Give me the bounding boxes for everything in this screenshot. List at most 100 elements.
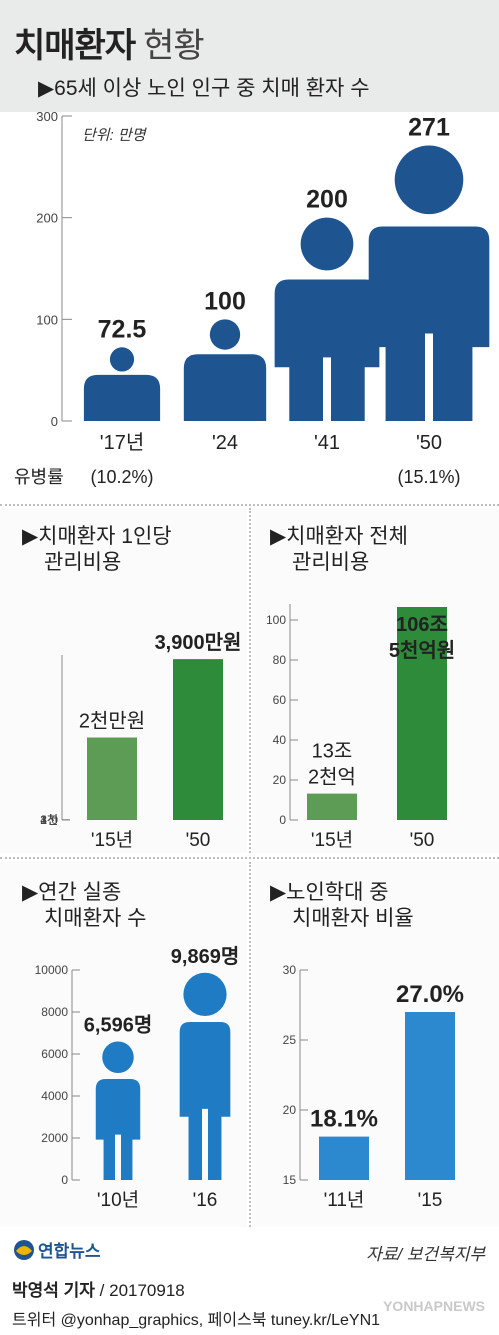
- person-body: [83, 374, 161, 421]
- divider-v1: [249, 508, 251, 853]
- bar: [87, 737, 137, 820]
- triangle-icon: ▶: [22, 881, 39, 904]
- y-tick-label: 15: [283, 1173, 297, 1187]
- bar: [307, 793, 357, 820]
- value-label: 13조: [312, 741, 353, 763]
- title-light: 현황: [143, 27, 205, 65]
- category-label: '10년: [97, 1189, 139, 1211]
- value-label: 3,900만원: [155, 631, 242, 654]
- prevalence-value: (10.2%): [90, 467, 153, 487]
- person-body: [368, 226, 490, 421]
- triangle-icon: ▶: [270, 881, 287, 904]
- value-label: 2천만원: [79, 710, 145, 733]
- person-head: [394, 145, 464, 215]
- category-label: '11년: [324, 1189, 365, 1211]
- value-label: 5천억원: [389, 639, 455, 662]
- chart3-title-line2: 관리비용: [292, 551, 370, 574]
- y-tick-label: 8000: [41, 1005, 68, 1019]
- value-label: 6,596명: [84, 1013, 152, 1036]
- social-links: 트위터 @yonhap_graphics, 페이스북 tuney.kr/LeYN…: [12, 1312, 381, 1329]
- source-note: 자료/ 보건복지부: [366, 1245, 485, 1264]
- bar: [405, 1012, 455, 1180]
- person-bar: [368, 145, 490, 421]
- prevalence-value: (15.1%): [397, 467, 460, 487]
- category-label: '15년: [91, 829, 133, 851]
- yonhap-logo-icon: 연합뉴스: [14, 1240, 101, 1261]
- y-tick-label: 80: [273, 653, 287, 667]
- chart2-title-line2: 관리비용: [44, 551, 122, 574]
- category-label: '15: [418, 1190, 443, 1211]
- person-bar: [274, 217, 380, 421]
- person-head: [102, 1041, 134, 1074]
- chart4-title: ▶연간 실종 치매환자 수: [22, 880, 146, 932]
- y-tick-label: 40: [273, 733, 287, 747]
- category-label: '17년: [100, 431, 144, 454]
- triangle-icon: ▶: [22, 525, 39, 548]
- triangle-icon: ▶: [270, 525, 287, 548]
- y-tick-label: 4000: [41, 1089, 68, 1103]
- value-label: 100: [204, 287, 246, 315]
- cost-total-chart: 0 20 40 60 80 100 13조 2천억 '15년 106조 5천억원 '50: [266, 604, 455, 851]
- value-label: 18.1%: [310, 1106, 378, 1133]
- person-body: [179, 1021, 231, 1180]
- logo-text: 연합뉴스: [38, 1241, 101, 1261]
- chart3-title-line1: 치매환자 전체: [286, 525, 408, 548]
- triangle-icon: ▶: [38, 77, 55, 100]
- chart2-title-line1: 치매환자 1인당: [38, 525, 172, 548]
- bar: [397, 607, 447, 820]
- value-label: 271: [408, 113, 450, 141]
- y-tick-label: 2000: [41, 1131, 68, 1145]
- y-tick-label: 200: [36, 211, 58, 226]
- chart5-title-line1: 노인학대 중: [286, 881, 389, 904]
- y-tick-label: 100: [36, 312, 58, 327]
- chart4-title-line2: 치매환자 수: [44, 907, 147, 930]
- y-tick-label: 2천: [40, 812, 58, 827]
- person-head: [183, 972, 227, 1016]
- y-tick-label: 60: [273, 693, 287, 707]
- y-tick-label: 4천: [40, 812, 58, 827]
- y-tick-label: 0: [279, 813, 286, 827]
- chart1-subtitle: ▶65세 이상 노인 인구 중 치매 환자 수: [38, 72, 370, 102]
- patients-chart: 0 100 200 300 단위: 만명 72.5 '17년 (10.2%) 100 '24 200…: [14, 109, 490, 487]
- y-tick-label: 30: [283, 963, 297, 977]
- bar: [173, 659, 223, 820]
- y-tick-label: 25: [283, 1033, 297, 1047]
- y-tick-label: 0: [61, 1173, 68, 1187]
- category-label: '50: [186, 830, 211, 851]
- panel-cost-total: [252, 508, 499, 853]
- value-label: 9,869명: [171, 945, 239, 968]
- y-tick-label: 100: [266, 613, 286, 627]
- person-head: [300, 217, 354, 271]
- value-label: 106조: [396, 614, 448, 636]
- panel-abuse: [252, 862, 499, 1227]
- yonhap-logo: 연합뉴스: [12, 1237, 142, 1263]
- y-tick-label: 20: [273, 773, 287, 787]
- y-tick-label: 10000: [35, 963, 69, 977]
- chart5-title-line2: 치매환자 비율: [292, 907, 414, 930]
- value-label: 2천억: [308, 766, 356, 789]
- page-title: 치매환자 현황: [14, 18, 205, 67]
- footer: [0, 1270, 499, 1335]
- abuse-chart: 15 20 25 30 18.1% '11년 27.0% '15: [283, 963, 464, 1211]
- value-label: 72.5: [98, 315, 147, 343]
- y-tick-label: 1천: [40, 812, 58, 827]
- person-body: [274, 279, 380, 421]
- watermark: YONHAPNEWS: [383, 1298, 485, 1314]
- person-bar: [83, 347, 161, 421]
- y-tick-label: 0: [51, 813, 58, 827]
- y-tick-label: 300: [36, 109, 58, 124]
- value-label: 27.0%: [396, 981, 464, 1008]
- bar: [319, 1136, 369, 1180]
- y-tick-label: 3천: [40, 812, 58, 827]
- category-label: '16: [193, 1190, 218, 1211]
- value-label: 200: [306, 186, 348, 214]
- category-label: '24: [212, 432, 238, 454]
- unit-label: 단위: 만명: [82, 127, 148, 144]
- person-head: [209, 319, 241, 350]
- person-body: [183, 354, 267, 421]
- divider-v2: [249, 862, 251, 1227]
- byline: 박영석 기자 / 20170918: [12, 1276, 185, 1301]
